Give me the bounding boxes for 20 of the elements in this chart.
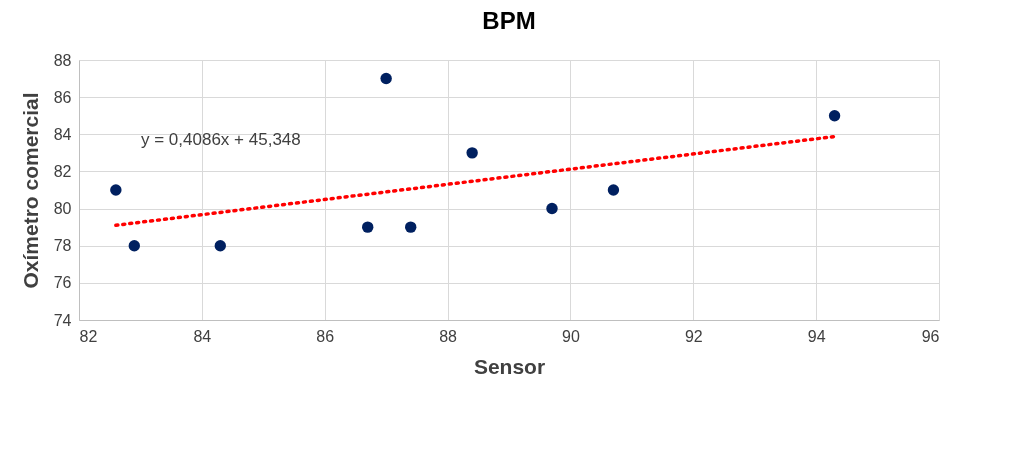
x-tick-label: 92 [684,327,703,345]
x-tick-label: 96 [921,327,940,345]
y-tick-label: 82 [53,162,72,180]
y-tick-label: 74 [53,311,72,329]
y-tick-label: 88 [53,51,72,69]
y-tick-label: 80 [53,200,72,218]
y-tick-label: 76 [53,274,72,292]
x-axis-title: Sensor [473,354,546,378]
x-tick-label: 86 [316,327,335,345]
x-tick-label: 82 [79,327,98,345]
x-tick-label: 90 [562,327,580,345]
x-tick-label: 88 [439,327,458,345]
y-tick-label: 86 [53,88,72,106]
y-axis-title: Oxímetro comercial [18,92,42,289]
y-tick-label: 84 [53,125,72,143]
y-tick-label: 78 [53,237,72,255]
x-tick-label: 94 [807,327,826,345]
annotation: y = 0,4086x + 45,348 [141,130,301,149]
chart-title: BPM [482,7,536,34]
x-tick-label: 84 [193,327,212,345]
